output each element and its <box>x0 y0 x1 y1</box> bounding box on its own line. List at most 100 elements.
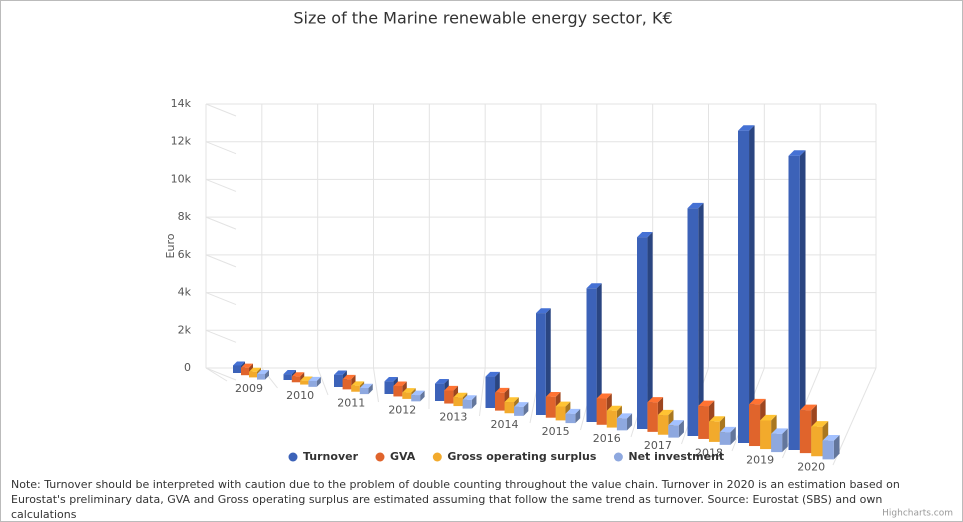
y-tick-label: 4k <box>178 286 192 299</box>
bar-side <box>265 369 269 380</box>
bar-front <box>435 383 445 401</box>
bar-front <box>596 398 607 425</box>
bar-front <box>300 380 309 385</box>
bar-top <box>606 405 622 411</box>
bar-top <box>402 388 416 393</box>
bar-top <box>300 376 313 381</box>
bar-top <box>616 413 633 419</box>
bar-side <box>749 125 755 443</box>
bar-front <box>291 376 301 383</box>
grid-floor <box>832 367 877 466</box>
bar-front <box>536 313 546 415</box>
bar-top <box>283 369 296 375</box>
bar-top <box>495 387 510 393</box>
bar-front <box>738 130 750 443</box>
x-tick-label: 2012 <box>388 403 416 416</box>
grid-floor <box>205 367 228 382</box>
bar-front <box>749 404 761 447</box>
bar-front <box>514 406 524 416</box>
bar-front <box>495 392 505 411</box>
bar-front <box>485 376 496 408</box>
x-tick-label: 2017 <box>644 439 672 452</box>
bar <box>514 402 529 416</box>
bar-top <box>555 401 571 407</box>
bar <box>822 434 840 460</box>
bar-top <box>668 420 684 426</box>
bar-front <box>359 388 369 395</box>
bar-side <box>471 395 477 409</box>
legend-label: Net investment <box>628 450 724 463</box>
y-tick-label: 6k <box>178 248 192 261</box>
bar-front <box>444 390 454 404</box>
x-tick-label: 2020 <box>797 461 825 474</box>
bar-front <box>233 365 241 373</box>
grid-floor <box>317 367 329 396</box>
bar <box>616 413 633 431</box>
bar-front <box>384 381 394 394</box>
bar <box>719 426 736 445</box>
x-tick-label: 2009 <box>235 382 263 395</box>
bar-front <box>606 410 617 428</box>
bar-front <box>402 392 412 399</box>
legend-label: Gross operating surplus <box>447 450 597 463</box>
bar-front <box>241 367 249 376</box>
grid-line-side <box>205 103 237 117</box>
bar <box>565 408 581 424</box>
bar-side <box>545 308 551 415</box>
bar-side <box>523 402 529 416</box>
bar-front <box>351 385 360 392</box>
bar-top <box>760 414 777 421</box>
bar-front <box>799 410 812 454</box>
x-tick-label: 2019 <box>746 454 774 467</box>
bar-side <box>782 428 788 453</box>
legend-marker <box>613 452 623 462</box>
x-tick-label: 2011 <box>337 396 365 409</box>
bar-front <box>771 433 783 453</box>
bar-top <box>308 376 321 381</box>
grid-line-side <box>205 216 237 230</box>
bar-top <box>514 402 529 407</box>
bar-front <box>462 399 472 409</box>
note: Note: Turnover should be interpreted wit… <box>11 478 900 521</box>
bar-front <box>545 396 556 418</box>
bar-top <box>698 400 715 407</box>
bar-front <box>308 380 317 387</box>
bar-top <box>249 367 261 372</box>
bar-front <box>822 440 834 460</box>
bar-side <box>799 150 806 451</box>
bar-front <box>334 374 343 387</box>
bar-side <box>647 231 653 429</box>
bar-top <box>462 395 477 400</box>
bar-front <box>283 374 292 380</box>
bar <box>738 125 755 443</box>
bar-top <box>233 361 245 366</box>
bar-top <box>749 398 766 405</box>
bar-side <box>316 376 321 387</box>
bar-side <box>575 408 581 424</box>
bar-side <box>833 434 840 460</box>
grid-line-side <box>205 141 237 155</box>
bar <box>586 283 602 422</box>
bar-top <box>771 428 788 434</box>
bar <box>411 390 425 402</box>
bar-front <box>687 208 699 436</box>
bar-front <box>393 385 403 397</box>
grid-floor <box>373 367 379 403</box>
bar-front <box>342 379 352 390</box>
bar-front <box>555 406 566 421</box>
bar <box>788 150 806 451</box>
bar-top <box>545 391 561 397</box>
bar-top <box>334 370 347 375</box>
bar-front <box>453 397 463 407</box>
bar-top <box>708 416 726 422</box>
bar-top <box>738 125 755 131</box>
bar-front <box>504 402 515 414</box>
grid-line-side <box>205 178 237 192</box>
bar-top <box>384 376 398 382</box>
grid-line-side <box>205 254 237 268</box>
legend-marker <box>288 452 298 462</box>
bar-side <box>420 390 425 402</box>
x-tick-label: 2010 <box>286 389 314 402</box>
